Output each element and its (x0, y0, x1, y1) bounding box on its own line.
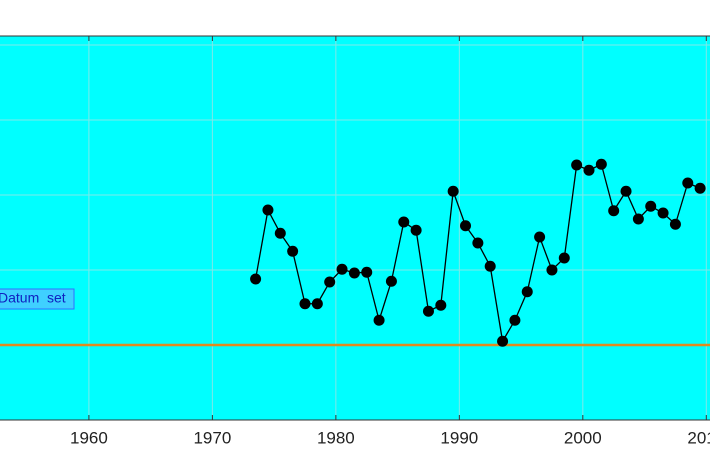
x-tick-label: 2000 (564, 428, 602, 447)
data-point (287, 245, 299, 257)
data-point (534, 231, 546, 243)
data-point (361, 266, 373, 278)
data-point (250, 273, 262, 285)
datum-label: Datum set (0, 290, 66, 306)
data-point (422, 305, 434, 317)
data-point (521, 286, 533, 298)
data-point (657, 207, 669, 219)
x-tick-label: 1970 (193, 428, 231, 447)
x-tick-label: 2010 (687, 428, 710, 447)
data-point (447, 185, 459, 197)
plot-area (0, 36, 710, 420)
data-point (336, 263, 348, 275)
data-point (694, 182, 706, 194)
data-point (583, 164, 595, 176)
data-point (299, 298, 311, 310)
x-tick-label: 1990 (440, 428, 478, 447)
x-tick-label: 1980 (317, 428, 355, 447)
data-point (645, 200, 657, 212)
data-point (497, 335, 509, 347)
data-point (669, 218, 681, 230)
data-point (410, 224, 422, 236)
data-point (682, 177, 694, 189)
data-point (509, 314, 521, 326)
data-point (595, 158, 607, 170)
data-point (324, 276, 336, 288)
data-point (546, 264, 558, 276)
data-point (472, 237, 484, 249)
data-point (373, 314, 385, 326)
datum-label-box (0, 288, 75, 310)
data-point (348, 267, 360, 279)
data-point (398, 216, 410, 228)
data-point (435, 299, 447, 311)
data-point (385, 275, 397, 287)
data-point (311, 298, 323, 310)
data-point (460, 220, 472, 232)
x-tick-label: 1960 (70, 428, 108, 447)
data-point (632, 213, 644, 225)
data-point (274, 227, 286, 239)
data-point (558, 252, 570, 264)
data-point (620, 185, 632, 197)
data-point (484, 260, 496, 272)
data-point (262, 204, 274, 216)
data-point (571, 159, 583, 171)
data-point (608, 205, 620, 217)
